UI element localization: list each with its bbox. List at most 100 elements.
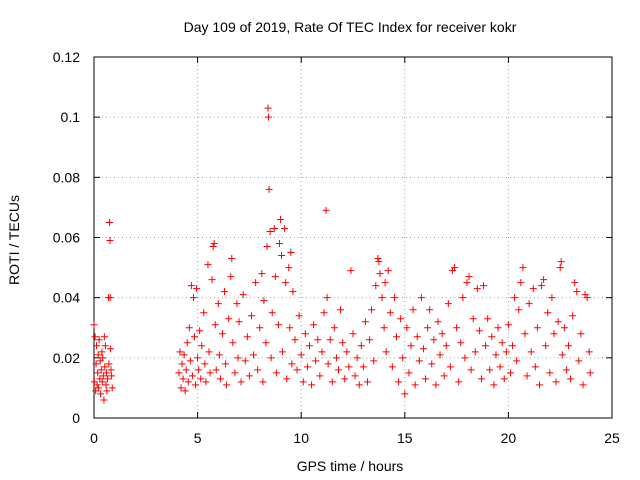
data-point	[463, 279, 471, 287]
data-point	[583, 294, 591, 302]
data-point	[265, 185, 273, 193]
data-point	[326, 336, 334, 344]
data-point	[263, 243, 271, 251]
data-point	[531, 363, 539, 371]
data-point	[500, 375, 508, 383]
data-point	[301, 330, 309, 338]
data-point	[550, 330, 558, 338]
data-point	[278, 252, 286, 260]
data-point	[105, 360, 113, 368]
data-point	[380, 324, 388, 332]
data-point	[103, 387, 111, 395]
data-point	[95, 336, 103, 344]
data-point	[403, 324, 411, 332]
data-point	[440, 372, 448, 380]
data-point	[288, 360, 296, 368]
data-point	[393, 333, 401, 341]
data-point	[465, 273, 473, 281]
data-point	[92, 387, 100, 395]
data-point	[235, 318, 243, 326]
data-point	[434, 318, 442, 326]
data-point	[252, 279, 260, 287]
y-tick-label: 0.12	[53, 49, 80, 65]
data-point	[542, 342, 550, 350]
data-point	[260, 297, 268, 305]
data-point	[99, 354, 107, 362]
data-point	[374, 255, 382, 263]
data-point	[533, 324, 541, 332]
data-point	[250, 351, 258, 359]
data-point	[562, 366, 570, 374]
data-point	[453, 324, 461, 332]
x-tick-label: 5	[194, 430, 202, 446]
data-point	[216, 375, 224, 383]
data-points	[90, 104, 594, 404]
data-point	[247, 312, 255, 320]
data-point	[237, 378, 245, 386]
data-point	[264, 104, 272, 112]
data-point	[103, 375, 111, 383]
data-point	[270, 224, 278, 232]
data-point	[339, 339, 347, 347]
data-point	[432, 381, 440, 389]
data-point	[359, 363, 367, 371]
data-point	[193, 285, 201, 293]
data-point	[184, 378, 192, 386]
data-point	[351, 372, 359, 380]
data-point	[560, 324, 568, 332]
data-point	[368, 306, 376, 314]
data-point	[183, 339, 191, 347]
data-point	[211, 321, 219, 329]
data-point	[233, 300, 241, 308]
data-point	[178, 360, 186, 368]
data-point	[461, 354, 469, 362]
data-point	[106, 294, 114, 302]
axis-ticks	[93, 56, 613, 419]
data-point	[264, 113, 272, 121]
data-point	[291, 336, 299, 344]
data-point	[297, 351, 305, 359]
data-point	[349, 330, 357, 338]
data-point	[209, 243, 217, 251]
data-point	[552, 378, 560, 386]
data-point	[442, 342, 450, 350]
data-point	[276, 215, 284, 223]
data-point	[451, 264, 459, 272]
data-point	[535, 381, 543, 389]
data-point	[482, 342, 490, 350]
data-point	[477, 375, 485, 383]
data-point	[557, 258, 565, 266]
data-point	[382, 348, 390, 356]
data-point	[473, 285, 481, 293]
data-point	[397, 315, 405, 323]
data-point	[91, 333, 99, 341]
data-point	[517, 279, 525, 287]
data-point	[529, 285, 537, 293]
data-point	[426, 306, 434, 314]
data-point	[204, 261, 212, 269]
data-point	[540, 276, 548, 284]
data-point	[176, 348, 184, 356]
y-tick-labels: 0 0.02 0.04 0.06 0.08 0.1 0.12	[53, 49, 80, 426]
data-point	[407, 342, 415, 350]
data-point	[196, 327, 204, 335]
data-point	[455, 378, 463, 386]
data-point	[459, 294, 467, 302]
data-point	[511, 294, 519, 302]
data-point	[586, 369, 594, 377]
data-point	[108, 384, 116, 392]
data-point	[308, 381, 316, 389]
data-point	[575, 357, 583, 365]
data-point	[546, 369, 554, 377]
data-point	[388, 363, 396, 371]
data-point	[324, 360, 332, 368]
data-point	[95, 384, 103, 392]
data-point	[177, 384, 185, 392]
data-point	[97, 366, 105, 374]
data-point	[475, 327, 483, 335]
data-point	[506, 369, 514, 377]
data-point	[370, 357, 378, 365]
data-point	[179, 375, 187, 383]
data-point	[295, 312, 303, 320]
data-point	[229, 339, 237, 347]
